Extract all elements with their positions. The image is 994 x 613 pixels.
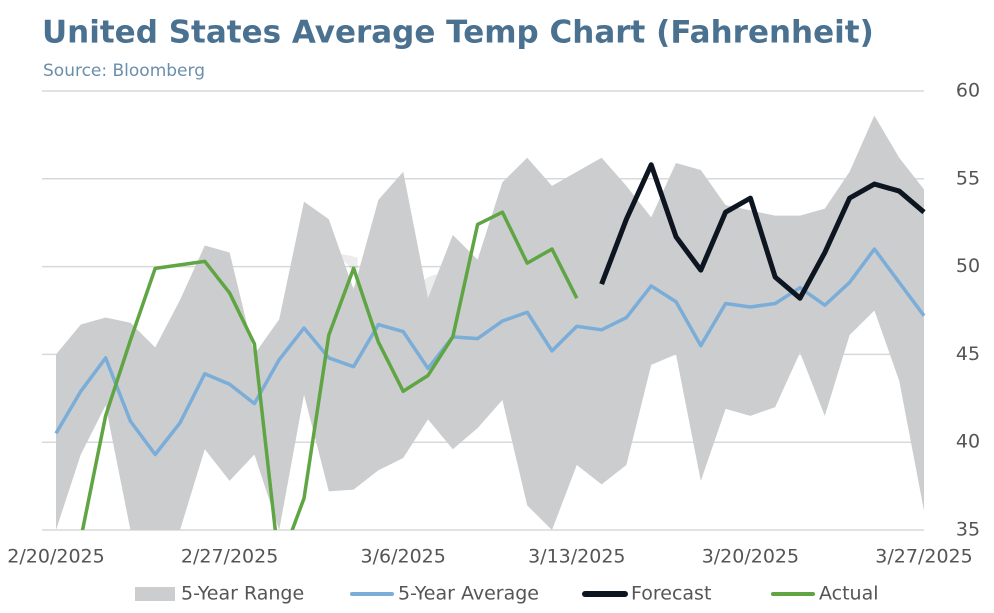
- x-tick-label: 3/20/2025: [702, 546, 799, 568]
- x-tick-label: 2/20/2025: [7, 546, 104, 568]
- x-tick-label: 3/27/2025: [875, 546, 972, 568]
- chart-subtitle: Source: Bloomberg: [43, 61, 205, 81]
- series-line: [80, 210, 579, 530]
- legend-label: Forecast: [631, 583, 711, 605]
- y-tick-label: 40: [956, 431, 980, 453]
- y-tick-label: 55: [956, 167, 980, 189]
- x-tick-label: 3/13/2025: [528, 546, 625, 568]
- y-tick-label: 35: [956, 519, 980, 541]
- series-line: [599, 162, 926, 301]
- legend-label: Actual: [819, 583, 879, 605]
- x-tick-label: 3/6/2025: [361, 546, 446, 568]
- y-tick-label: 50: [956, 255, 980, 277]
- legend-label: 5-Year Range: [181, 583, 304, 605]
- series-line: [54, 247, 926, 457]
- plot-area: [54, 115, 926, 530]
- legend-label: 5-Year Average: [398, 583, 539, 605]
- chart-title: United States Average Temp Chart (Fahren…: [42, 15, 874, 51]
- y-tick-label: 60: [956, 80, 980, 102]
- legend-swatch: [135, 587, 175, 601]
- x-tick-label: 2/27/2025: [181, 546, 278, 568]
- y-tick-label: 45: [956, 343, 980, 365]
- range-area: [56, 115, 924, 530]
